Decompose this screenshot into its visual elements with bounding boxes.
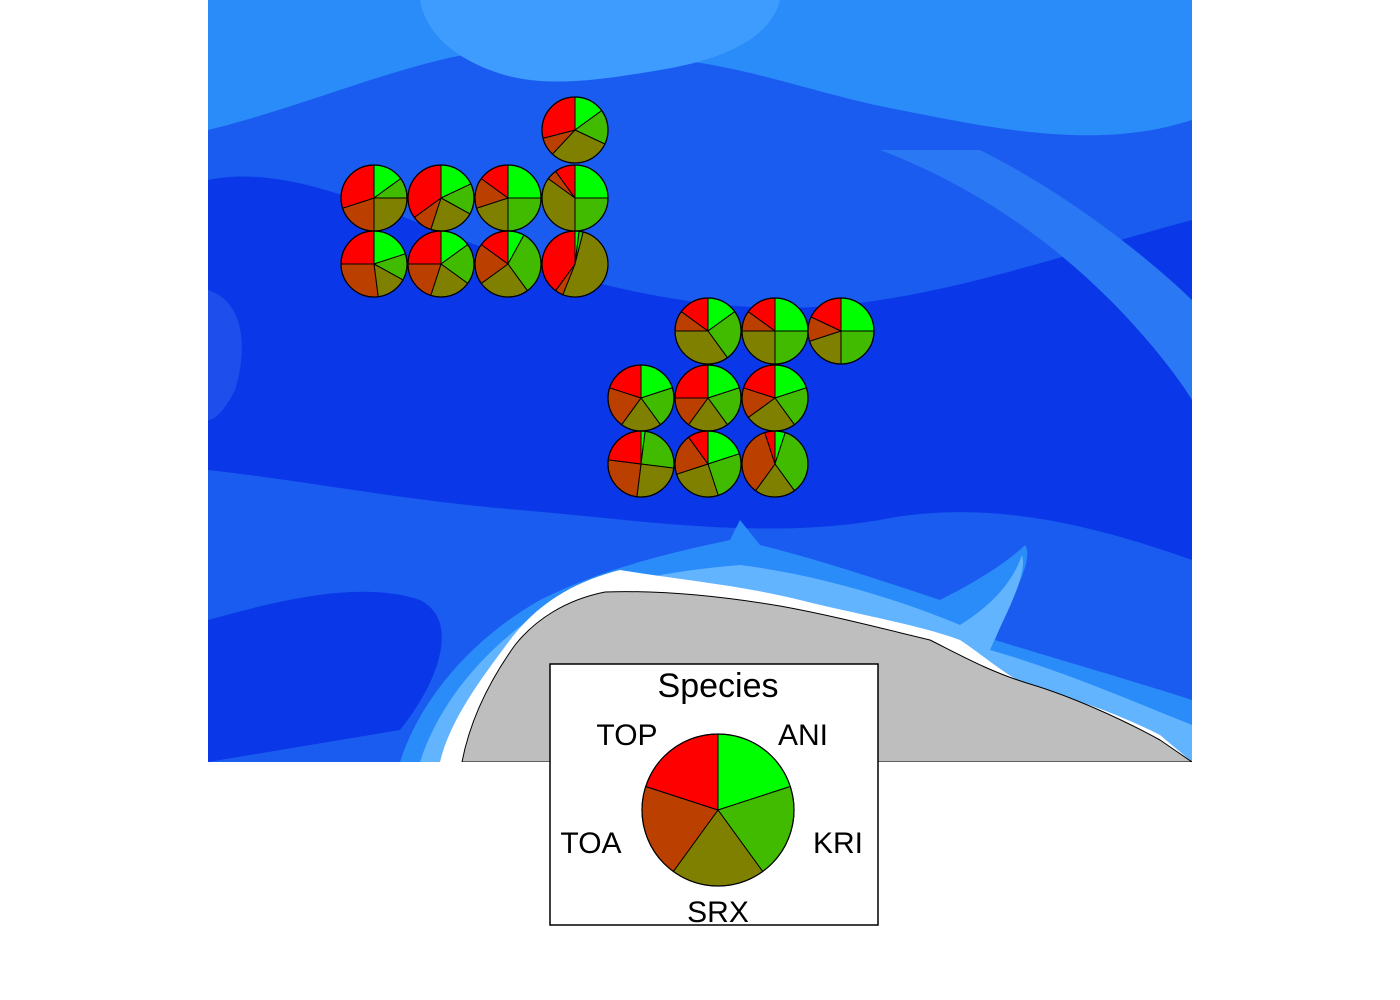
pie-marker-c3	[807, 297, 875, 365]
pie-outline	[541, 230, 609, 298]
pie-marker-d3	[741, 364, 809, 432]
legend-label-srx: SRX	[687, 896, 749, 929]
legend-label-top: TOP	[596, 719, 657, 752]
pie-marker-a1	[340, 164, 408, 232]
pie-outline	[474, 230, 542, 298]
pie-outline	[607, 430, 675, 498]
shallow-north	[420, 0, 780, 82]
legend-pie-chart	[641, 733, 795, 887]
pie-marker-e3	[741, 430, 809, 498]
pie-markers	[340, 96, 875, 498]
pie-marker-a4	[541, 164, 609, 232]
legend-label-ani: ANI	[778, 719, 828, 752]
legend-label-kri: KRI	[813, 827, 863, 860]
pie-marker-b4	[541, 230, 609, 298]
pie-outline	[674, 297, 742, 365]
pie-outline	[340, 230, 408, 298]
pie-marker-d1	[607, 364, 675, 432]
pie-marker-a2	[407, 164, 475, 232]
pie-marker-b2	[407, 230, 475, 298]
legend-pie	[641, 733, 795, 887]
legend-title: Species	[658, 667, 779, 705]
ridge-west	[208, 290, 242, 420]
pie-marker-e2	[674, 430, 742, 498]
pie-marker-e1	[607, 430, 675, 498]
pie-outline	[541, 96, 609, 164]
pie-outline	[407, 230, 475, 298]
pie-marker-c1	[674, 297, 742, 365]
legend: Species ANI KRI SRX TOA TOP	[549, 663, 879, 929]
pie-outline	[741, 430, 809, 498]
pie-marker-b3	[474, 230, 542, 298]
pie-marker-c2	[741, 297, 809, 365]
pie-marker-a3	[474, 164, 542, 232]
pie-outline	[641, 733, 795, 887]
pie-marker-b1	[340, 230, 408, 298]
pie-marker-d2	[674, 364, 742, 432]
ridge-east	[880, 150, 1192, 400]
pie-marker-n1	[541, 96, 609, 164]
pie-outline	[807, 297, 875, 365]
pie-outline	[674, 430, 742, 498]
legend-label-toa: TOA	[560, 827, 621, 860]
deep-basin-south	[208, 591, 442, 762]
